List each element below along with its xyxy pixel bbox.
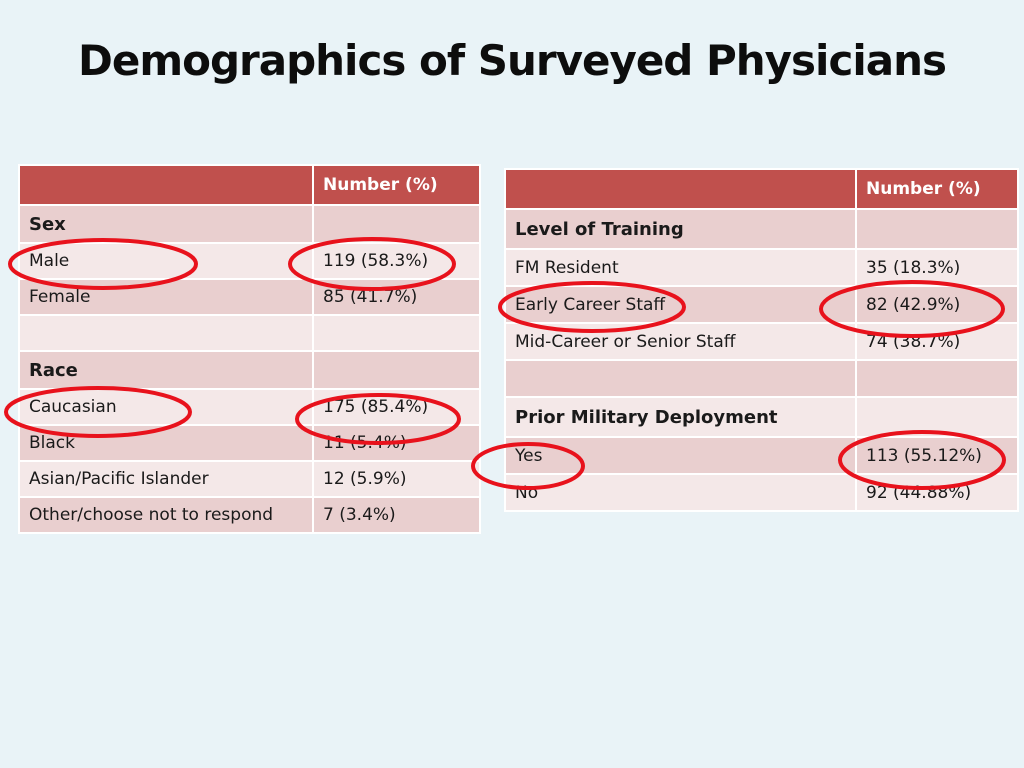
row-value: 11 (5.4%) — [312, 424, 481, 462]
sex-race-table: Number (%) Sex Male 119 (58.3%) Female 8… — [18, 164, 481, 534]
section-row-prior-military-deployment: Prior Military Deployment — [504, 396, 1019, 438]
training-deployment-table: Number (%) Level of Training FM Resident… — [504, 168, 1019, 512]
table-row: Other/choose not to respond 7 (3.4%) — [18, 496, 481, 534]
row-label: Yes — [504, 436, 857, 475]
table-header-row: Number (%) — [18, 164, 481, 206]
empty-spacer-row — [504, 359, 1019, 398]
row-label: Male — [18, 242, 314, 280]
header-label-cell — [504, 168, 857, 210]
section-label: Prior Military Deployment — [504, 396, 857, 438]
row-label: Female — [18, 278, 314, 316]
row-value — [855, 359, 1019, 398]
table-row: Early Career Staff 82 (42.9%) — [504, 285, 1019, 324]
row-value: 35 (18.3%) — [855, 248, 1019, 287]
header-number-cell: Number (%) — [312, 164, 481, 206]
row-label: Other/choose not to respond — [18, 496, 314, 534]
table-row: Asian/Pacific Islander 12 (5.9%) — [18, 460, 481, 498]
section-row-race: Race — [18, 350, 481, 390]
row-value: 7 (3.4%) — [312, 496, 481, 534]
section-value — [312, 204, 481, 244]
table-row: No 92 (44.88%) — [504, 473, 1019, 512]
row-label: No — [504, 473, 857, 512]
table-row: Caucasian 175 (85.4%) — [18, 388, 481, 426]
row-value: 82 (42.9%) — [855, 285, 1019, 324]
row-label: FM Resident — [504, 248, 857, 287]
header-label-cell — [18, 164, 314, 206]
table-row: Black 11 (5.4%) — [18, 424, 481, 462]
header-number-cell: Number (%) — [855, 168, 1019, 210]
row-label: Early Career Staff — [504, 285, 857, 324]
section-value — [312, 350, 481, 390]
row-label: Caucasian — [18, 388, 314, 426]
table-row: Yes 113 (55.12%) — [504, 436, 1019, 475]
table-row: FM Resident 35 (18.3%) — [504, 248, 1019, 287]
section-value — [855, 208, 1019, 250]
row-label — [504, 359, 857, 398]
section-value — [855, 396, 1019, 438]
table-header-row: Number (%) — [504, 168, 1019, 210]
row-label: Black — [18, 424, 314, 462]
row-value — [312, 314, 481, 352]
row-value: 12 (5.9%) — [312, 460, 481, 498]
row-value: 119 (58.3%) — [312, 242, 481, 280]
section-row-level-of-training: Level of Training — [504, 208, 1019, 250]
section-label: Sex — [18, 204, 314, 244]
row-value: 92 (44.88%) — [855, 473, 1019, 512]
table-row: Male 119 (58.3%) — [18, 242, 481, 280]
row-value: 74 (38.7%) — [855, 322, 1019, 361]
table-row: Mid-Career or Senior Staff 74 (38.7%) — [504, 322, 1019, 361]
slide-title: Demographics of Surveyed Physicians — [78, 36, 947, 85]
row-label: Asian/Pacific Islander — [18, 460, 314, 498]
row-label — [18, 314, 314, 352]
section-label: Level of Training — [504, 208, 857, 250]
row-value: 113 (55.12%) — [855, 436, 1019, 475]
row-value: 85 (41.7%) — [312, 278, 481, 316]
row-value: 175 (85.4%) — [312, 388, 481, 426]
empty-spacer-row — [18, 314, 481, 352]
table-row: Female 85 (41.7%) — [18, 278, 481, 316]
row-label: Mid-Career or Senior Staff — [504, 322, 857, 361]
section-row-sex: Sex — [18, 204, 481, 244]
section-label: Race — [18, 350, 314, 390]
